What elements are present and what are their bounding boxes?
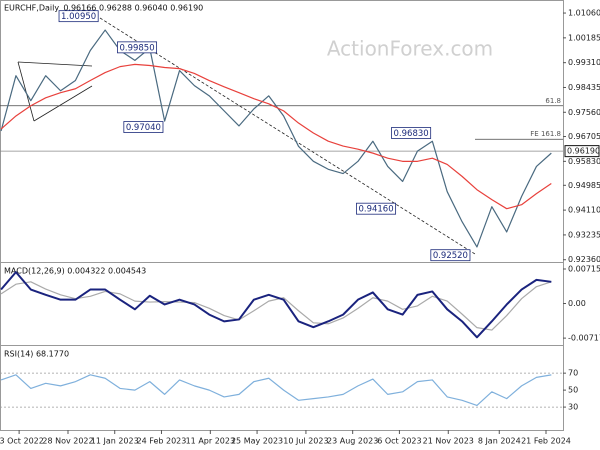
y-tick-label: 1.00185 [568, 33, 600, 42]
panel-title: EURCHF,Daily [4, 4, 59, 13]
series-line [0, 271, 552, 339]
annotation-box [117, 41, 158, 54]
annotation-box [391, 127, 432, 139]
trend-line [99, 17, 476, 255]
y-tick-label: 0.98435 [568, 83, 600, 92]
annotation-box [58, 10, 99, 23]
triangle-bottom [33, 85, 93, 122]
annotation-box [123, 121, 164, 133]
annotation-label: 0.99850 [119, 43, 154, 53]
y-tick-label: 0.97560 [568, 108, 600, 117]
y-tick-label: 50 [568, 386, 578, 395]
x-tick-label: 24 Feb 2023 [137, 437, 187, 446]
y-tick-label: 0.92360 [568, 255, 600, 264]
x-tick-label: 6 Oct 2023 [377, 437, 421, 446]
y-tick-label: -0.007173 [568, 334, 600, 343]
panel-title: MACD(12,26,9) 0.004322 0.004543 [4, 267, 146, 276]
plot-frame [0, 0, 564, 431]
y-tick-label: 0.00 [568, 299, 586, 308]
level-label: 61.8 [545, 97, 561, 105]
y-tick-label: 0.96705 [568, 132, 600, 141]
annotation-label: 0.94160 [358, 205, 393, 215]
annotation-label: 0.96830 [394, 129, 429, 139]
annotation-label: 1.00950 [61, 12, 96, 22]
annotation-label: 0.97040 [126, 123, 161, 133]
y-tick-label: 30 [568, 403, 578, 412]
x-tick-label: 25 May 2023 [231, 437, 283, 446]
series-line [0, 29, 552, 248]
y-tick-label: 0.95830 [568, 157, 600, 166]
panel-title: RSI(14) 68.1770 [4, 350, 69, 359]
x-tick-label: 28 Nov 2022 [42, 437, 93, 446]
y-tick-label: 0.007159 [568, 264, 600, 273]
y-tick-label: 1.01060 [568, 9, 600, 18]
series-line [0, 63, 552, 210]
watermark: ActionForex.com [327, 37, 493, 61]
x-tick-label: 11 Jan 2023 [91, 437, 139, 446]
series-line [0, 281, 552, 331]
y-tick-label: 0.93235 [568, 230, 600, 239]
y-tick-label: 0.94110 [568, 206, 600, 215]
x-tick-label: 23 Aug 2023 [327, 437, 378, 446]
panel-subtitle: 0.96166 0.96288 0.96040 0.96190 [63, 4, 203, 13]
y-tick-label: 70 [568, 369, 578, 378]
x-tick-label: 21 Nov 2023 [423, 437, 474, 446]
y-tick-label: 0.99310 [568, 58, 600, 67]
x-tick-label: 13 Oct 2022 [0, 437, 44, 446]
annotation-label: 0.92520 [433, 251, 468, 261]
annotation-box [430, 249, 471, 262]
last-price-label: 0.96190 [567, 147, 600, 156]
last-price-box [564, 145, 600, 158]
x-tick-label: 10 Jul 2023 [283, 437, 328, 446]
x-tick-label: 21 Feb 2024 [521, 437, 571, 446]
x-tick-label: 11 Apr 2023 [186, 437, 235, 446]
level-label: FE 161.8 [530, 130, 561, 138]
annotation-box [356, 202, 397, 215]
x-tick-label: 8 Jan 2024 [478, 437, 521, 446]
triangle-top [17, 61, 93, 67]
series-line [0, 374, 552, 406]
y-tick-label: 0.94985 [568, 181, 600, 190]
